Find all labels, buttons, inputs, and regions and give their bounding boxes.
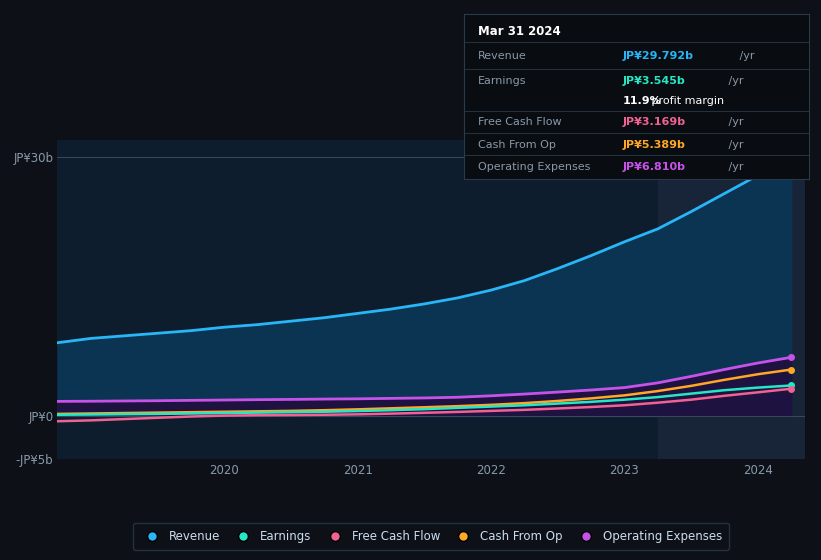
Text: Mar 31 2024: Mar 31 2024 <box>478 25 561 38</box>
Text: /yr: /yr <box>725 139 743 150</box>
Text: JP¥3.169b: JP¥3.169b <box>622 117 686 127</box>
Text: Cash From Op: Cash From Op <box>478 139 556 150</box>
Text: JP¥29.792b: JP¥29.792b <box>622 51 694 61</box>
Legend: Revenue, Earnings, Free Cash Flow, Cash From Op, Operating Expenses: Revenue, Earnings, Free Cash Flow, Cash … <box>133 522 729 550</box>
Text: JP¥6.810b: JP¥6.810b <box>622 162 686 172</box>
Bar <box>658 140 805 459</box>
Text: /yr: /yr <box>725 76 743 86</box>
Text: JP¥5.389b: JP¥5.389b <box>622 139 686 150</box>
Text: Earnings: Earnings <box>478 76 526 86</box>
Text: Revenue: Revenue <box>478 51 526 61</box>
Text: /yr: /yr <box>736 51 754 61</box>
Text: /yr: /yr <box>725 162 743 172</box>
Text: Free Cash Flow: Free Cash Flow <box>478 117 562 127</box>
Text: 11.9%: 11.9% <box>622 96 661 106</box>
Text: /yr: /yr <box>725 117 743 127</box>
Text: Operating Expenses: Operating Expenses <box>478 162 590 172</box>
Text: JP¥3.545b: JP¥3.545b <box>622 76 686 86</box>
Text: profit margin: profit margin <box>649 96 724 106</box>
